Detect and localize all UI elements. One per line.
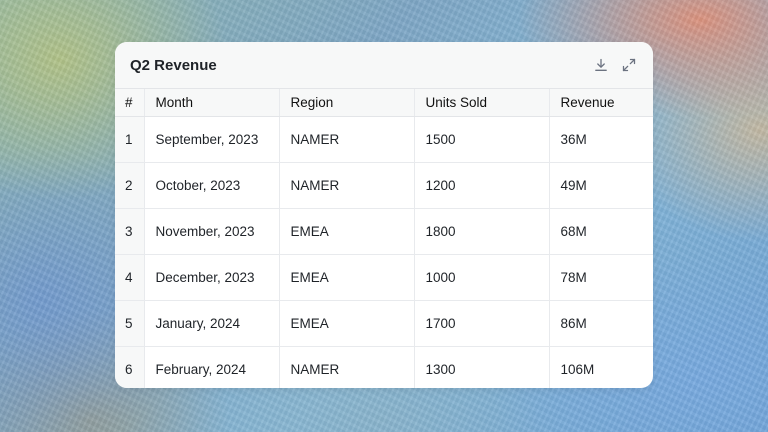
cell-month[interactable]: January, 2024 <box>143 300 279 347</box>
cell-index[interactable]: 5 <box>115 300 144 347</box>
cell-month[interactable]: November, 2023 <box>143 208 279 255</box>
column-header-month[interactable]: Month <box>143 88 279 117</box>
download-icon[interactable] <box>593 57 609 73</box>
cell-region[interactable]: EMEA <box>278 300 414 347</box>
table-row: 2 October, 2023 NAMER 1200 49M <box>115 162 653 209</box>
cell-units-sold[interactable]: 1300 <box>413 346 549 388</box>
card-title: Q2 Revenue <box>130 56 217 74</box>
table-row: 4 December, 2023 EMEA 1000 78M <box>115 254 653 301</box>
revenue-table: # Month Region Units Sold Revenue 1 Sept… <box>115 88 653 388</box>
cell-region[interactable]: EMEA <box>278 254 414 301</box>
cell-units-sold[interactable]: 1700 <box>413 300 549 347</box>
table-header: # Month Region Units Sold Revenue <box>115 88 653 117</box>
cell-month[interactable]: December, 2023 <box>143 254 279 301</box>
cell-revenue[interactable]: 78M <box>548 254 653 301</box>
cell-index[interactable]: 1 <box>115 116 144 163</box>
column-header-index[interactable]: # <box>115 88 144 117</box>
column-header-units-sold[interactable]: Units Sold <box>413 88 549 117</box>
cell-units-sold[interactable]: 1800 <box>413 208 549 255</box>
expand-icon[interactable] <box>621 57 637 73</box>
cell-region[interactable]: NAMER <box>278 116 414 163</box>
cell-revenue[interactable]: 86M <box>548 300 653 347</box>
cell-index[interactable]: 2 <box>115 162 144 209</box>
cell-index[interactable]: 6 <box>115 346 144 388</box>
revenue-card: Q2 Revenue # M <box>115 42 653 388</box>
header-actions <box>593 57 637 73</box>
cell-region[interactable]: NAMER <box>278 346 414 388</box>
cell-month[interactable]: September, 2023 <box>143 116 279 163</box>
cell-region[interactable]: EMEA <box>278 208 414 255</box>
table-row: 6 February, 2024 NAMER 1300 106M <box>115 346 653 388</box>
column-header-region[interactable]: Region <box>278 88 414 117</box>
cell-index[interactable]: 3 <box>115 208 144 255</box>
cell-region[interactable]: NAMER <box>278 162 414 209</box>
table-row: 3 November, 2023 EMEA 1800 68M <box>115 208 653 255</box>
cell-index[interactable]: 4 <box>115 254 144 301</box>
column-header-revenue[interactable]: Revenue <box>548 88 653 117</box>
cell-month[interactable]: October, 2023 <box>143 162 279 209</box>
cell-units-sold[interactable]: 1200 <box>413 162 549 209</box>
cell-revenue[interactable]: 36M <box>548 116 653 163</box>
table-row: 5 January, 2024 EMEA 1700 86M <box>115 300 653 347</box>
header-row: # Month Region Units Sold Revenue <box>115 88 653 117</box>
card-header: Q2 Revenue <box>115 42 653 88</box>
cell-month[interactable]: February, 2024 <box>143 346 279 388</box>
table-body: 1 September, 2023 NAMER 1500 36M 2 Octob… <box>115 116 653 388</box>
cell-units-sold[interactable]: 1000 <box>413 254 549 301</box>
cell-revenue[interactable]: 68M <box>548 208 653 255</box>
cell-revenue[interactable]: 49M <box>548 162 653 209</box>
cell-units-sold[interactable]: 1500 <box>413 116 549 163</box>
cell-revenue[interactable]: 106M <box>548 346 653 388</box>
table-row: 1 September, 2023 NAMER 1500 36M <box>115 116 653 163</box>
